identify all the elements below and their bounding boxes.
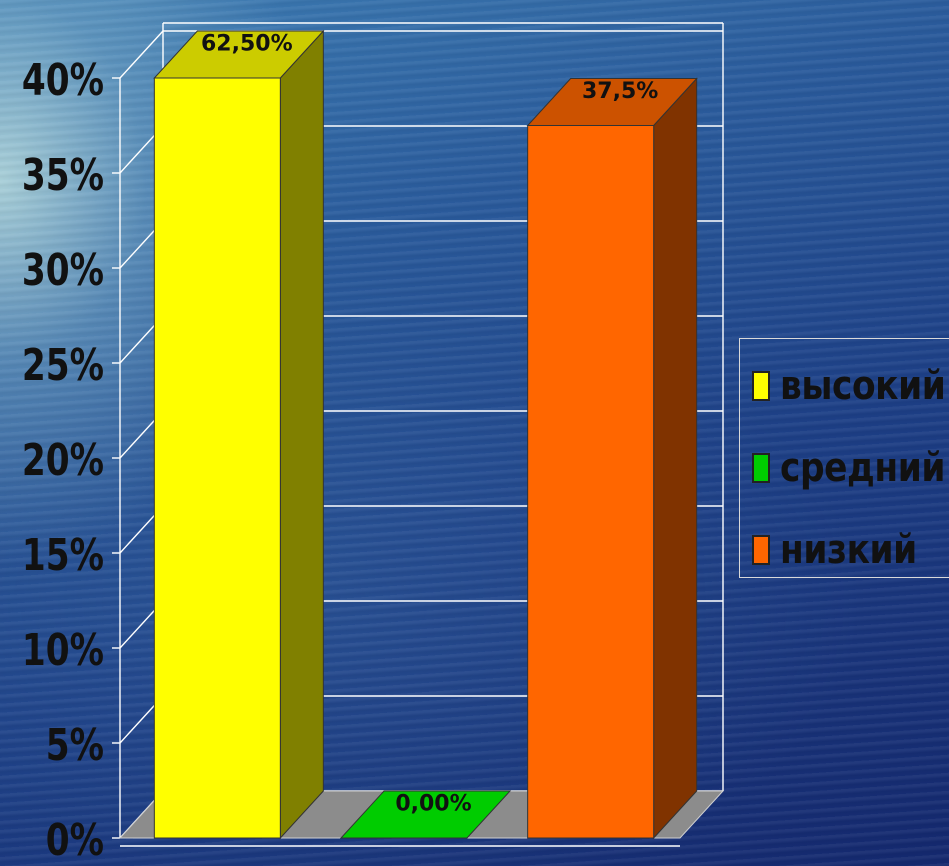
legend-item-low: низкий	[752, 520, 939, 580]
bars	[153, 29, 698, 840]
bar-front-high	[153, 77, 281, 839]
gridline-side	[119, 30, 164, 79]
y-tick-label: 10%	[22, 625, 104, 676]
data-label-medium: 0,00%	[395, 792, 471, 817]
legend: высокий средний низкий	[739, 338, 949, 578]
legend-swatch-low	[752, 535, 770, 565]
y-tick-label: 15%	[22, 530, 104, 581]
bar-side-high	[279, 29, 324, 840]
legend-swatch-high	[752, 371, 770, 401]
y-tick-label: 30%	[22, 245, 104, 296]
y-tick-label: 20%	[22, 435, 104, 486]
bar-top-high	[153, 30, 325, 79]
bar-front-low	[527, 125, 655, 839]
bar-top-medium	[339, 790, 512, 839]
legend-swatch-medium	[752, 453, 770, 483]
y-tick-label: 25%	[22, 340, 104, 391]
y-tick-label: 40%	[22, 55, 104, 106]
y-tick-label: 35%	[22, 150, 104, 201]
y-axis-tick-labels: 0% 5% 10% 15% 20% 25% 30% 35% 40%	[22, 55, 104, 866]
legend-label-medium: средний	[780, 445, 946, 491]
data-label-low: 37,5%	[582, 79, 658, 104]
y-tick-label: 0%	[46, 815, 104, 866]
bar-side-low	[653, 77, 698, 840]
legend-item-high: высокий	[752, 356, 949, 416]
y-tick-label: 5%	[46, 720, 104, 771]
data-label-high: 62,50%	[201, 32, 293, 57]
data-labels: 62,50% 0,00% 37,5%	[201, 32, 658, 817]
legend-item-medium: средний	[752, 438, 949, 498]
legend-label-low: низкий	[780, 527, 917, 573]
bar-top-low	[526, 78, 698, 126]
legend-label-high: высокий	[780, 363, 946, 409]
